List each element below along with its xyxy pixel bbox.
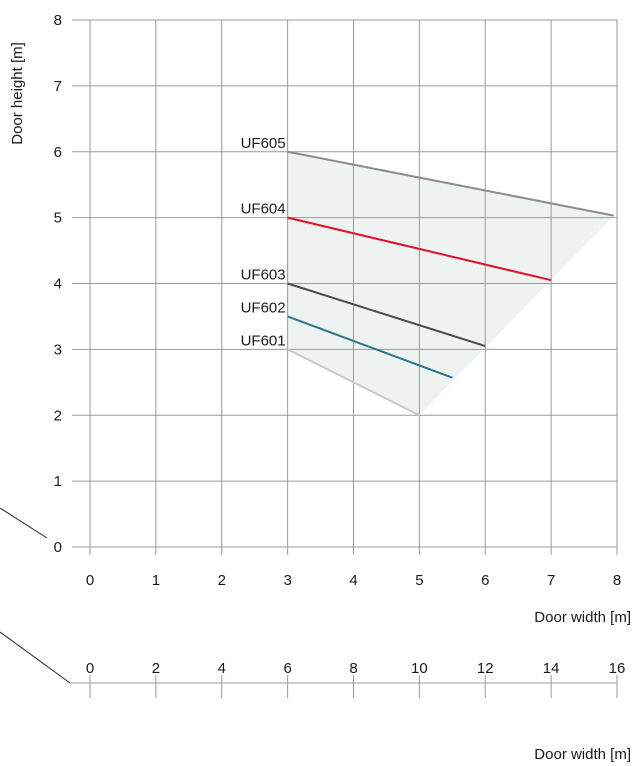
secondary-x-tick-label: 2 — [152, 660, 160, 677]
x-tick-label: 6 — [481, 572, 489, 589]
series-label-uf601: UF601 — [241, 332, 286, 349]
series-label-uf605: UF605 — [241, 135, 286, 152]
y-tick-label: 0 — [54, 539, 62, 556]
secondary-x-tick-label: 0 — [86, 660, 94, 677]
y-tick-label: 7 — [54, 78, 62, 95]
axis-connectors — [0, 507, 71, 684]
tick-labels: 0 1 2 3 4 5 6 7 8 0 1 2 3 4 5 6 7 8 — [54, 12, 622, 589]
secondary-x-tick-label: 10 — [411, 660, 428, 677]
grid — [72, 19, 618, 555]
secondary-x-tick-label: 4 — [218, 660, 226, 677]
secondary-axis: 0 2 4 6 8 10 12 14 16 — [70, 660, 625, 698]
x-tick-label: 7 — [547, 572, 555, 589]
series-line-uf602 — [287, 315, 453, 379]
secondary-x-tick-label: 8 — [349, 660, 357, 677]
series-labels: UF601 UF602 UF603 UF604 UF605 — [241, 135, 286, 350]
series-lines — [287, 150, 614, 417]
x-tick-label: 8 — [613, 572, 621, 589]
y-tick-label: 5 — [54, 210, 62, 227]
series-label-uf604: UF604 — [241, 201, 286, 218]
x-tick-label: 2 — [218, 572, 226, 589]
series-line-uf605 — [287, 150, 614, 217]
y-tick-label: 6 — [54, 144, 62, 161]
x-tick-label: 0 — [86, 572, 94, 589]
x-tick-label: 1 — [152, 572, 160, 589]
x-tick-label: 4 — [349, 572, 357, 589]
x-tick-label: 3 — [283, 572, 291, 589]
y-tick-label: 3 — [54, 341, 62, 358]
series-line-uf601 — [287, 348, 420, 417]
y-axis-title: Door height [m] — [9, 42, 26, 145]
series-label-uf602: UF602 — [241, 299, 286, 316]
series-label-uf603: UF603 — [241, 267, 286, 284]
y-tick-label: 4 — [54, 276, 62, 293]
x-axis-title: Door width [m] — [534, 609, 631, 626]
secondary-x-tick-label: 16 — [609, 660, 626, 677]
connector-line — [0, 507, 48, 539]
y-tick-label: 8 — [54, 12, 62, 29]
series-line-uf604 — [287, 216, 552, 282]
series-line-uf603 — [287, 282, 486, 348]
x-tick-label: 5 — [415, 572, 423, 589]
y-tick-label: 1 — [54, 473, 62, 490]
secondary-x-tick-label: 12 — [477, 660, 494, 677]
secondary-x-tick-label: 6 — [283, 660, 291, 677]
secondary-x-axis-title: Door width [m] — [534, 746, 631, 763]
secondary-x-tick-label: 14 — [543, 660, 560, 677]
y-tick-label: 2 — [54, 407, 62, 424]
connector-line — [0, 631, 71, 684]
